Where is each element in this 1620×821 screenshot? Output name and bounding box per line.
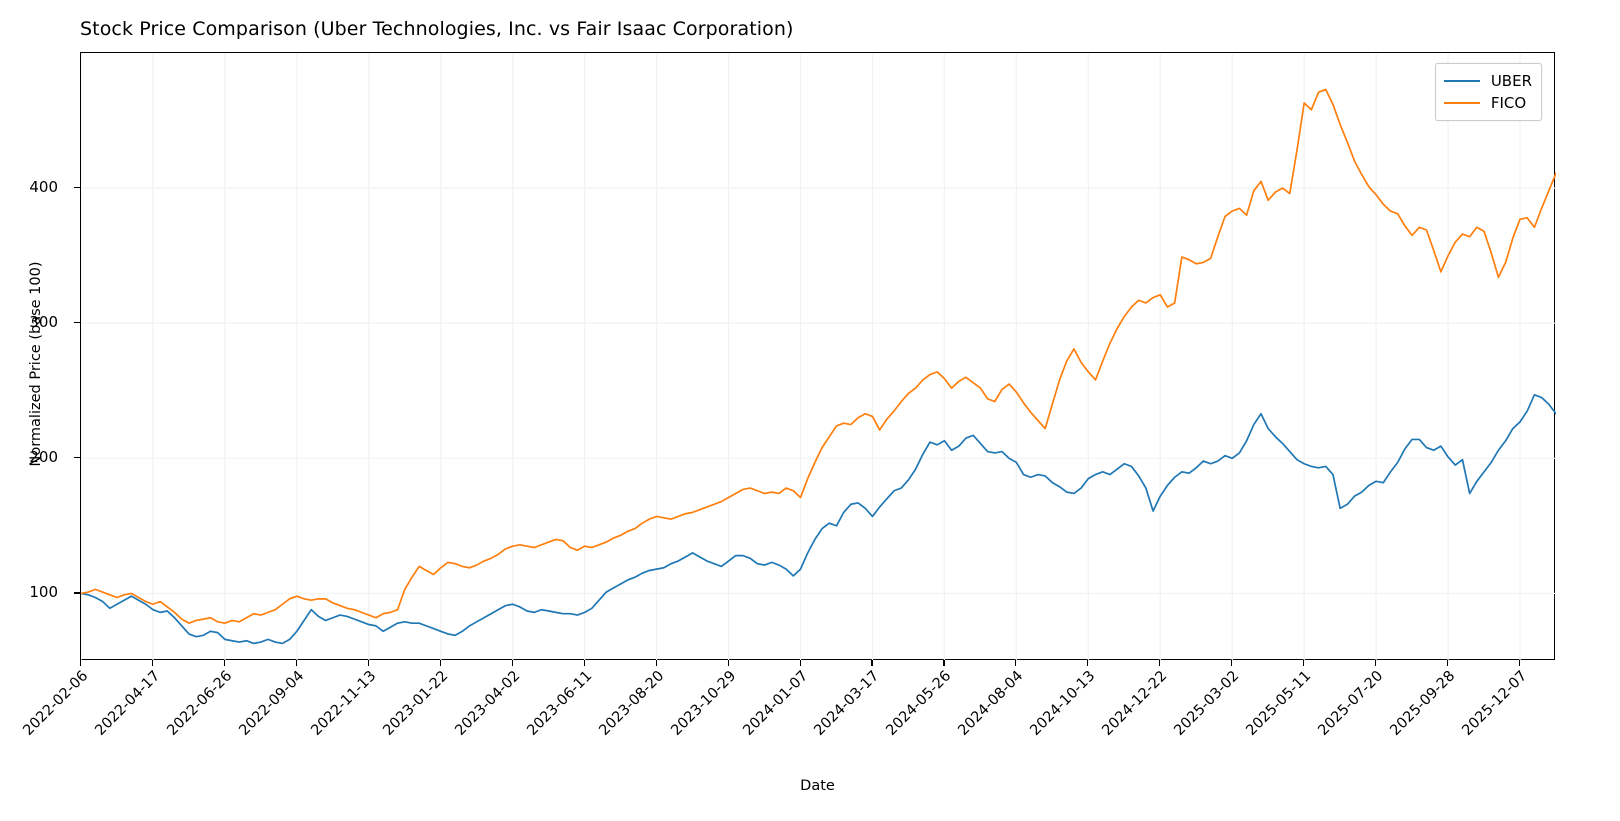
x-tick-mark [80,660,82,666]
x-tick-mark [151,660,154,666]
gridlines [81,53,1556,661]
series-line-uber [81,393,1556,645]
x-tick-label: 2025-12-07 [1459,668,1531,739]
x-tick-label: 2023-06-11 [524,668,595,739]
x-tick-label: 2024-03-17 [811,668,883,739]
x-tick-label: 2023-10-29 [667,668,739,739]
x-tick-label: 2025-05-11 [1243,668,1315,739]
x-tick-label: 2022-09-04 [236,668,308,739]
x-tick-mark [1087,660,1089,666]
series-line-fico [81,88,1556,625]
x-tick-mark [439,660,441,666]
legend-swatch-uber [1443,80,1480,82]
x-tick-mark [1231,660,1233,666]
legend-item-fico[interactable]: FICO [1443,92,1532,114]
x-tick-label: 2024-05-26 [883,668,955,739]
x-tick-mark [367,660,369,666]
plot-area: UBER FICO [80,52,1556,661]
x-tick-label: 2025-09-28 [1387,668,1459,739]
x-tick-mark [1447,660,1449,666]
chart-title: Stock Price Comparison (Uber Technologie… [80,18,794,40]
y-tick-mark [74,187,80,189]
x-axis-tick-marks [80,660,1555,668]
x-tick-mark [583,660,585,666]
legend: UBER FICO [1434,63,1542,121]
x-tick-mark [223,660,225,666]
x-tick-mark [799,660,801,666]
x-axis-label: Date [800,778,835,794]
plot-svg [81,53,1556,661]
x-tick-mark [1375,660,1377,666]
x-tick-label: 2025-03-02 [1171,668,1243,739]
x-tick-mark [943,660,945,666]
y-tick-label: 300 [29,313,58,332]
x-tick-label: 2024-08-04 [955,668,1027,739]
y-tick-label: 400 [29,178,58,197]
x-tick-mark [1015,660,1017,666]
x-tick-label: 2024-10-13 [1027,668,1099,739]
y-tick-mark [74,322,80,324]
x-tick-mark [727,660,729,666]
x-tick-label: 2023-08-20 [596,668,667,739]
x-tick-label: 2022-04-17 [92,668,164,739]
y-tick-label: 100 [29,583,58,602]
x-tick-label: 2024-12-22 [1099,668,1171,739]
x-tick-mark [1303,660,1305,666]
x-tick-mark [871,660,873,666]
x-tick-label: 2025-07-20 [1315,668,1387,739]
x-tick-mark [1519,660,1521,666]
y-axis-tick-marks [0,52,80,660]
x-tick-mark [655,660,657,666]
legend-swatch-fico [1443,102,1480,104]
y-tick-mark [74,592,80,594]
x-tick-label: 2024-01-07 [739,668,811,739]
x-tick-mark [295,660,297,666]
x-axis-tick-labels: 2022-02-06 2022-04-17 2022-06-26 2022-09-04… [20,668,1555,778]
x-tick-label: 2022-11-13 [308,668,380,739]
legend-item-uber[interactable]: UBER [1443,70,1532,92]
y-tick-mark [74,457,80,459]
x-tick-label: 2023-04-02 [452,668,524,739]
x-tick-mark [511,660,513,666]
y-tick-label: 200 [29,448,58,467]
legend-label: FICO [1490,94,1527,112]
x-tick-label: 2023-01-22 [380,668,452,739]
x-tick-label: 2022-06-26 [164,668,236,739]
x-tick-mark [1159,660,1161,666]
y-axis-tick-labels: 100 200 300 400 [0,52,71,660]
series-lines [81,88,1556,645]
legend-label: UBER [1490,72,1532,90]
